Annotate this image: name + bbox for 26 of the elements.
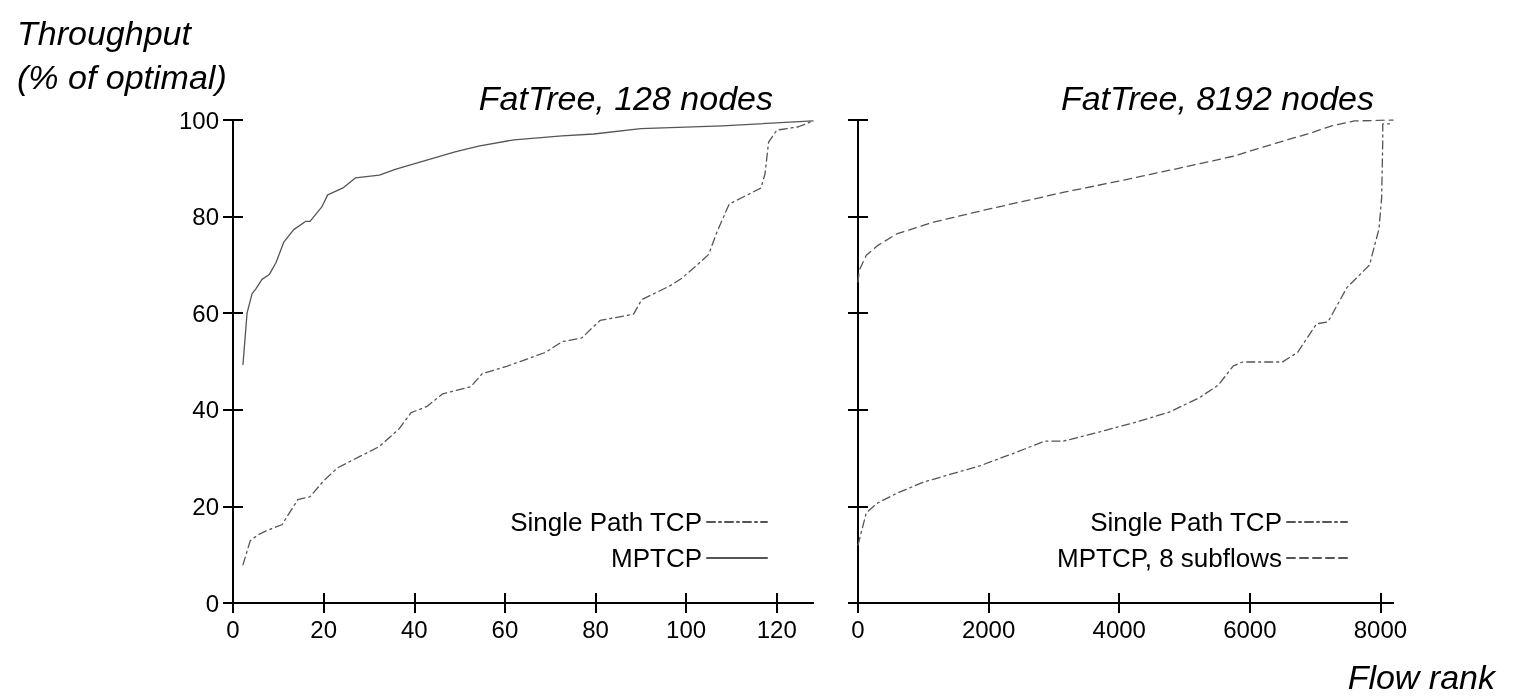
x-tick-label: 80 [582,615,609,643]
chart-title: FatTree, 128 nodes [478,79,774,117]
legend-label: Single Path TCP [510,507,702,537]
x-tick-label: 20 [310,615,337,643]
x-tick-label: 120 [756,615,797,643]
x-tick-label: 60 [491,615,519,643]
y-tick-label: 60 [192,299,219,327]
legend-label: MPTCP, 8 subflows [1057,543,1282,573]
x-tick-label: 6000 [1223,615,1277,643]
x-tick-label: 4000 [1092,615,1146,643]
x-tick-label: 40 [400,615,428,643]
x-tick-label: 0 [226,615,240,643]
legend-label: MPTCP [611,543,702,573]
x-tick-label: 0 [851,615,865,643]
x-axis-title: Flow rank [1347,658,1497,696]
y-axis-title: Throughput (% of optimal) [17,14,227,96]
y-tick-label: 0 [205,589,219,617]
x-tick-label: 8000 [1353,615,1408,643]
x-tick-label: 100 [666,615,707,643]
y-tick-label: 100 [178,106,219,134]
y-tick-label: 80 [192,203,219,231]
y-tick-label: 40 [192,396,219,424]
chart-title: FatTree, 8192 nodes [1060,79,1374,117]
legend-label: Single Path TCP [1090,507,1282,537]
y-tick-label: 20 [192,492,219,520]
x-tick-label: 2000 [961,615,1016,643]
